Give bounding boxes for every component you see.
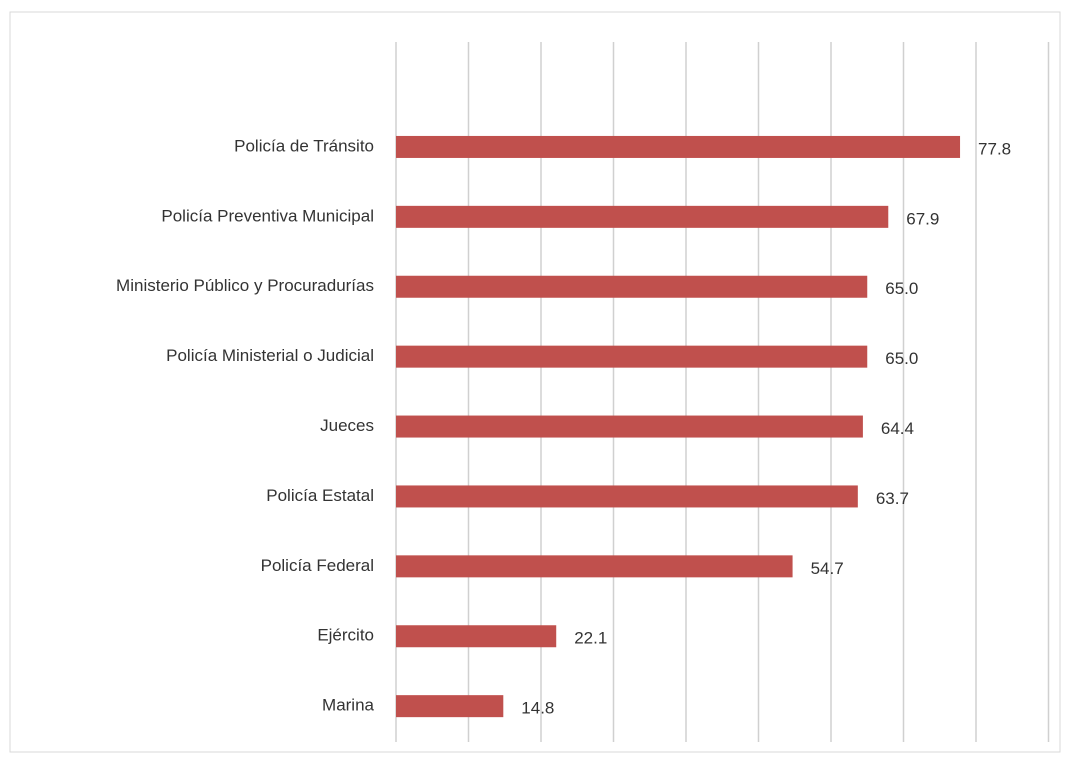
data-label: 14.8 (521, 699, 554, 718)
data-label: 22.1 (574, 629, 607, 648)
y-tick-label: Policía Ministerial o Judicial (166, 346, 374, 365)
bar (396, 135, 961, 158)
bar (396, 275, 868, 298)
y-tick-label: Jueces (320, 416, 374, 435)
bar (396, 345, 868, 368)
bar (396, 695, 504, 718)
y-tick-label: Policía de Tránsito (234, 136, 374, 155)
y-tick-label: Ministerio Público y Procuradurías (116, 276, 374, 295)
data-label: 77.8 (978, 139, 1011, 158)
y-tick-label: Marina (322, 696, 375, 715)
bar (396, 485, 858, 508)
bar (396, 205, 889, 228)
y-tick-label: Policía Federal (261, 556, 374, 575)
data-label: 65.0 (885, 349, 918, 368)
y-tick-label: Policía Estatal (266, 486, 374, 505)
y-tick-label: Policía Preventiva Municipal (161, 206, 374, 225)
y-tick-label: Ejército (317, 626, 374, 645)
bar (396, 625, 557, 648)
chart-border (9, 11, 1061, 753)
bar (396, 555, 793, 578)
data-label: 54.7 (811, 559, 844, 578)
data-label: 67.9 (906, 209, 939, 228)
bar (396, 415, 863, 438)
data-label: 63.7 (876, 489, 909, 508)
data-label: 64.4 (881, 419, 914, 438)
data-label: 65.0 (885, 279, 918, 298)
